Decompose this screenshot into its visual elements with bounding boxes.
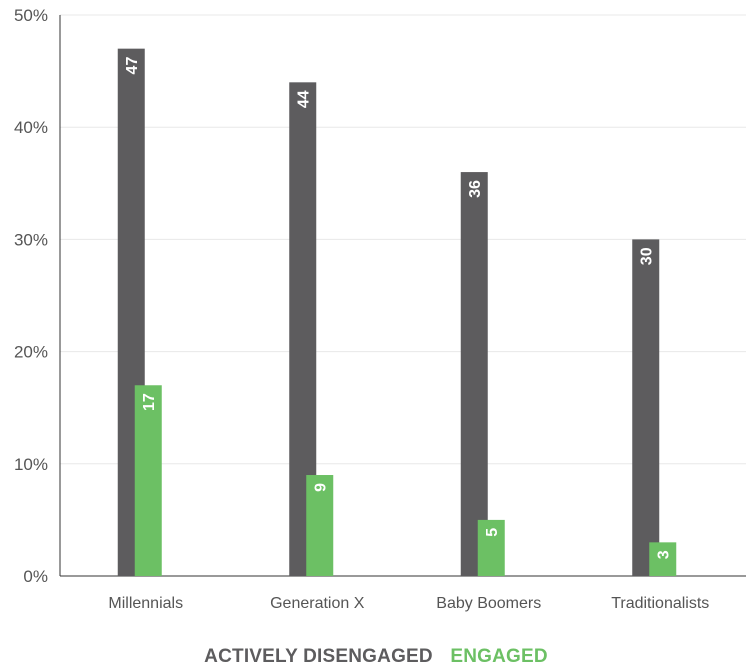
y-tick-label: 30% xyxy=(14,230,48,249)
legend: ACTIVELY DISENGAGED ENGAGED xyxy=(0,646,752,668)
bar-value-label: 17 xyxy=(141,393,158,411)
x-tick-label: Millennials xyxy=(108,595,183,612)
bar-actively-disengaged xyxy=(632,239,660,576)
y-tick-label: 50% xyxy=(14,6,48,25)
bar-value-label: 44 xyxy=(296,90,313,108)
x-tick-label: Baby Boomers xyxy=(436,595,541,612)
y-tick-label: 10% xyxy=(14,455,48,474)
bar-engaged xyxy=(477,519,505,576)
bar-engaged xyxy=(306,475,334,576)
bar-value-label: 30 xyxy=(639,247,656,265)
bar-engaged xyxy=(134,385,162,576)
bar-actively-disengaged xyxy=(460,172,488,576)
x-tick-label: Generation X xyxy=(270,595,365,612)
bar-value-label: 36 xyxy=(467,180,484,198)
gridlines xyxy=(60,14,746,465)
y-tick-label: 40% xyxy=(14,118,48,137)
legend-item-engaged: ENGAGED xyxy=(450,646,548,667)
bar-value-label: 9 xyxy=(313,483,330,492)
tick-labels: 0% 10% 20% 30% 40% 50% Millennials Generation X… xyxy=(14,6,709,612)
bars xyxy=(117,48,677,577)
bar-value-labels: 47 17 44 9 36 5 30 3 xyxy=(124,57,673,560)
x-tick-label: Traditionalists xyxy=(611,595,709,612)
axes xyxy=(59,15,746,577)
y-tick-label: 20% xyxy=(14,343,48,362)
legend-item-actively-disengaged: ACTIVELY DISENGAGED xyxy=(204,646,433,667)
bar-value-label: 47 xyxy=(124,57,141,75)
bar-value-label: 5 xyxy=(484,528,501,537)
y-tick-label: 0% xyxy=(23,567,48,586)
bar-engaged xyxy=(649,542,677,576)
bar-value-label: 3 xyxy=(656,550,673,559)
